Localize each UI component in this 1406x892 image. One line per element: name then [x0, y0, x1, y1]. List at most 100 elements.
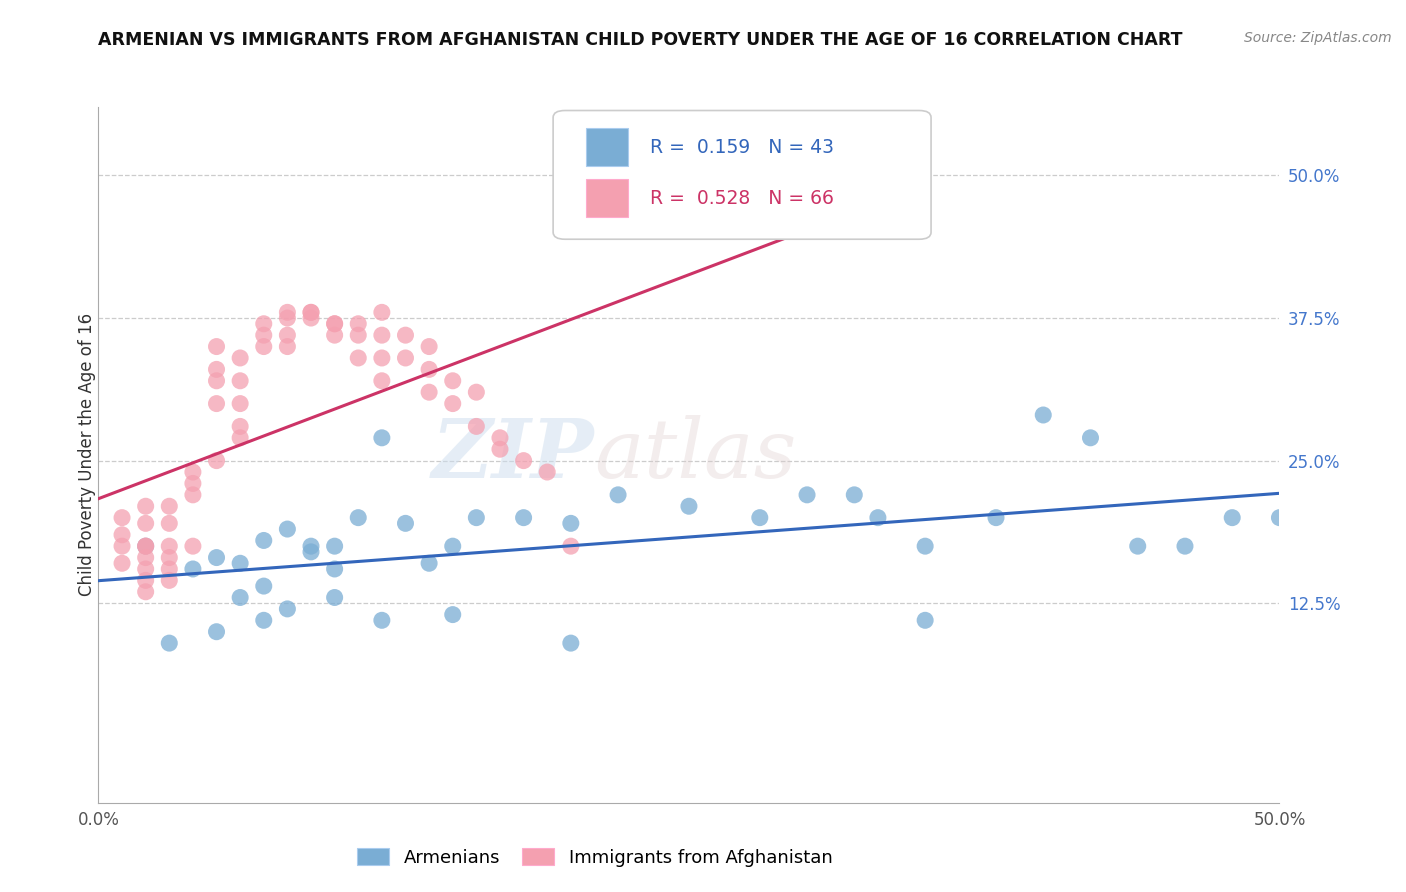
Point [536, 465, 558, 479]
Point [135, 539, 157, 553]
Point [607, 488, 630, 502]
Point [748, 510, 770, 524]
Point [253, 613, 276, 627]
Point [135, 562, 157, 576]
Point [465, 385, 488, 400]
Point [181, 465, 204, 479]
Point [441, 374, 464, 388]
Point [135, 539, 157, 553]
Point [512, 453, 534, 467]
Point [418, 362, 440, 376]
Text: Source: ZipAtlas.com: Source: ZipAtlas.com [1244, 31, 1392, 45]
Point [1080, 431, 1102, 445]
Point [229, 351, 252, 365]
Point [181, 488, 204, 502]
Point [371, 305, 394, 319]
Point [465, 419, 488, 434]
Point [984, 510, 1007, 524]
Point [276, 328, 298, 343]
Point [111, 528, 134, 542]
Point [914, 539, 936, 553]
Point [135, 574, 157, 588]
Point [253, 533, 276, 548]
Point [441, 396, 464, 410]
Point [276, 340, 298, 354]
Point [135, 500, 157, 514]
Point [347, 317, 370, 331]
Point [276, 311, 298, 326]
Point [465, 510, 488, 524]
Point [111, 539, 134, 553]
Point [560, 516, 582, 531]
Y-axis label: Child Poverty Under the Age of 16: Child Poverty Under the Age of 16 [79, 313, 96, 597]
Point [135, 516, 157, 531]
Point [914, 613, 936, 627]
Point [323, 591, 346, 605]
Point [205, 453, 228, 467]
Bar [586, 128, 627, 166]
Point [844, 488, 866, 502]
Point [299, 305, 322, 319]
Point [418, 340, 440, 354]
Point [299, 311, 322, 326]
Point [111, 556, 134, 570]
Point [135, 539, 157, 553]
Point [441, 539, 464, 553]
Point [229, 591, 252, 605]
Bar [586, 178, 627, 217]
Point [394, 351, 416, 365]
Text: R =  0.159   N = 43: R = 0.159 N = 43 [650, 138, 834, 157]
Point [205, 624, 228, 639]
Point [299, 305, 322, 319]
Point [229, 431, 252, 445]
Point [323, 317, 346, 331]
Point [1220, 510, 1243, 524]
Point [796, 488, 818, 502]
Point [205, 374, 228, 388]
Point [135, 550, 157, 565]
Point [229, 556, 252, 570]
Point [299, 545, 322, 559]
Point [253, 579, 276, 593]
Point [299, 539, 322, 553]
Point [205, 550, 228, 565]
Point [253, 317, 276, 331]
Point [418, 385, 440, 400]
Point [253, 328, 276, 343]
Point [157, 539, 180, 553]
FancyBboxPatch shape [553, 111, 931, 239]
Point [276, 305, 298, 319]
Point [678, 500, 700, 514]
Point [229, 419, 252, 434]
Point [323, 562, 346, 576]
Point [489, 431, 512, 445]
Point [489, 442, 512, 457]
Point [418, 556, 440, 570]
Point [276, 602, 298, 616]
Point [157, 516, 180, 531]
Point [371, 431, 394, 445]
Point [347, 510, 370, 524]
Point [111, 510, 134, 524]
Point [323, 317, 346, 331]
Text: ARMENIAN VS IMMIGRANTS FROM AFGHANISTAN CHILD POVERTY UNDER THE AGE OF 16 CORREL: ARMENIAN VS IMMIGRANTS FROM AFGHANISTAN … [98, 31, 1182, 49]
Point [1268, 510, 1291, 524]
Point [205, 340, 228, 354]
Point [371, 374, 394, 388]
Point [181, 476, 204, 491]
Point [560, 539, 582, 553]
Point [181, 562, 204, 576]
Point [1032, 408, 1054, 422]
Point [371, 613, 394, 627]
Point [157, 500, 180, 514]
Point [157, 562, 180, 576]
Point [157, 550, 180, 565]
Point [371, 351, 394, 365]
Point [181, 539, 204, 553]
Point [229, 374, 252, 388]
Point [394, 328, 416, 343]
Point [1126, 539, 1149, 553]
Point [371, 328, 394, 343]
Point [229, 396, 252, 410]
Point [512, 510, 534, 524]
